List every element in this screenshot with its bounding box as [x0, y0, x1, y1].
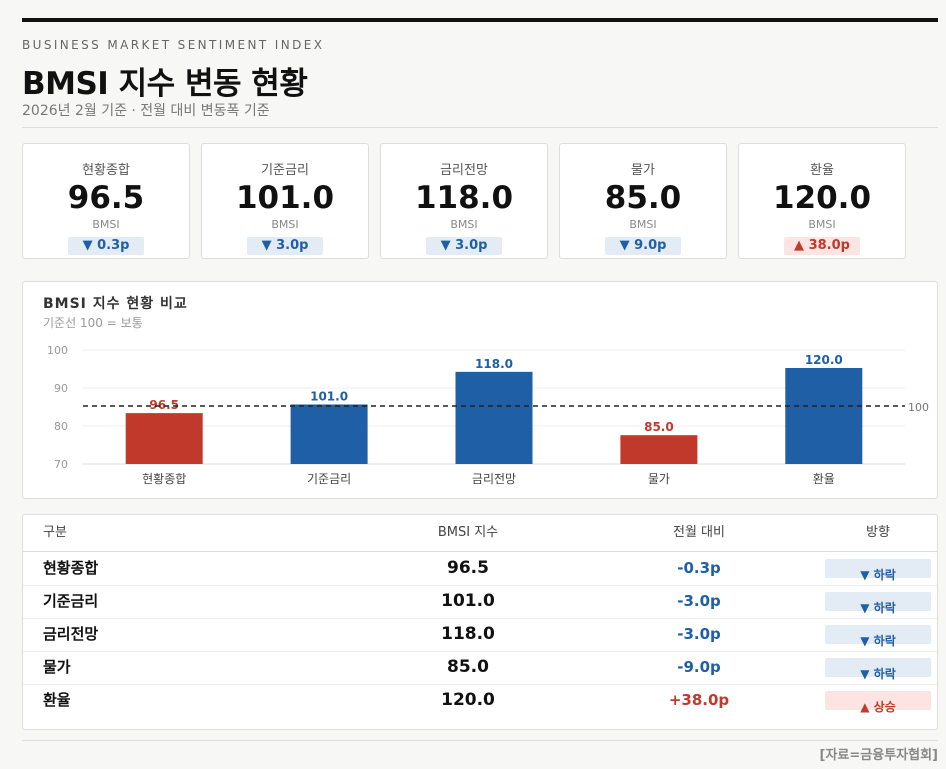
table-row: 현황종합 96.5 -0.3p ▼ 하락 [23, 552, 937, 586]
bar [455, 371, 533, 464]
header-direction: 방향 [866, 525, 890, 540]
data-label: 118.0 [475, 357, 513, 371]
card-prices: 물가 85.0 BMSI ▼ 9.0p [559, 143, 727, 259]
direction-badge: ▲ 상승 [825, 691, 931, 714]
card-change-badge: ▼ 9.0p [605, 237, 681, 255]
y-tick-label: 90 [54, 382, 68, 395]
row-direction: ▼ 하락 [824, 651, 932, 689]
row-name: 물가 [43, 658, 71, 676]
card-value: 96.5 [67, 180, 145, 216]
data-label: 101.0 [310, 389, 348, 403]
card-base-rate: 기준금리 101.0 BMSI ▼ 3.0p [201, 143, 369, 259]
reference-label: 100 [908, 401, 929, 414]
bar-chart: 70 80 90 100 96.5 현황종합 101.0 기준금리 118.0 금리전망 85.0 물… [47, 344, 929, 486]
data-label: 120.0 [805, 353, 843, 367]
row-direction: ▼ 하락 [824, 552, 932, 590]
row-name: 금리전망 [43, 625, 99, 643]
card-unit: BMSI [92, 218, 120, 231]
direction-badge: ▼ 하락 [825, 658, 931, 681]
card-value: 120.0 [772, 180, 872, 216]
bar [290, 404, 368, 464]
data-table: 구분 BMSI 지수 전월 대비 방향 현황종합 96.5 -0.3p ▼ 하락… [22, 514, 938, 730]
x-tick-label: 환율 [813, 472, 835, 486]
row-value: 96.5 [447, 558, 489, 578]
direction-badge: ▼ 하락 [825, 559, 931, 582]
card-unit: BMSI [808, 218, 836, 231]
row-direction: ▲ 상승 [824, 684, 932, 722]
card-change-badge: ▲ 38.0p [784, 237, 860, 255]
card-label: 환율 [810, 163, 834, 178]
table-row: 환율 120.0 +38.0p ▲ 상승 [23, 684, 937, 717]
card-label: 물가 [631, 163, 655, 178]
direction-badge: ▼ 하락 [825, 625, 931, 648]
row-change: +38.0p [668, 691, 730, 709]
y-tick-label: 70 [54, 458, 68, 471]
x-tick-label: 현황종합 [142, 472, 186, 486]
direction-badge: ▼ 하락 [825, 592, 931, 615]
card-change-badge: ▼ 0.3p [68, 237, 144, 255]
row-name: 기준금리 [43, 592, 99, 610]
table-row: 금리전망 118.0 -3.0p ▼ 하락 [23, 618, 937, 652]
table-header: 구분 BMSI 지수 전월 대비 방향 [23, 515, 937, 552]
bar [785, 368, 863, 464]
table-row: 물가 85.0 -9.0p ▼ 하락 [23, 651, 937, 685]
card-exchange-rate: 환율 120.0 BMSI ▲ 38.0p [738, 143, 906, 259]
x-tick-label: 기준금리 [307, 472, 351, 486]
card-value: 101.0 [235, 180, 335, 216]
card-overall: 현황종합 96.5 BMSI ▼ 0.3p [22, 143, 190, 259]
top-rule [22, 18, 938, 22]
page-subtitle: 2026년 2월 기준 · 전월 대비 변동폭 기준 [22, 103, 270, 119]
y-tick-label: 80 [54, 420, 68, 433]
card-unit: BMSI [450, 218, 478, 231]
card-change-badge: ▼ 3.0p [426, 237, 502, 255]
row-change: -3.0p [677, 592, 721, 610]
chart-title: BMSI 지수 현황 비교 [43, 296, 188, 312]
card-unit: BMSI [271, 218, 299, 231]
y-tick-label: 100 [47, 344, 68, 357]
card-value: 118.0 [414, 180, 514, 216]
x-tick-label: 물가 [648, 472, 670, 486]
card-label: 기준금리 [261, 163, 309, 178]
row-change: -3.0p [677, 625, 721, 643]
card-change-badge: ▼ 3.0p [247, 237, 323, 255]
table-row: 기준금리 101.0 -3.0p ▼ 하락 [23, 585, 937, 619]
bar [125, 413, 203, 464]
chart-subtitle: 기준선 100 = 보통 [43, 316, 143, 330]
bar [620, 435, 698, 464]
row-change: -0.3p [677, 559, 721, 577]
header-change: 전월 대비 [673, 525, 725, 540]
card-rate-outlook: 금리전망 118.0 BMSI ▼ 3.0p [380, 143, 548, 259]
header-name: 구분 [43, 525, 67, 540]
row-direction: ▼ 하락 [824, 585, 932, 623]
row-value: 85.0 [447, 657, 489, 677]
data-label: 85.0 [644, 420, 674, 434]
card-label: 금리전망 [440, 163, 488, 178]
card-label: 현황종합 [82, 163, 130, 178]
row-direction: ▼ 하락 [824, 618, 932, 656]
card-value: 85.0 [604, 180, 682, 216]
row-change: -9.0p [677, 658, 721, 676]
header-value: BMSI 지수 [437, 525, 499, 540]
chart-panel: BMSI 지수 현황 비교 기준선 100 = 보통 70 80 90 100 96.5… [22, 281, 938, 499]
data-label: 96.5 [149, 398, 179, 412]
source-note: [자료=금융투자협회] [819, 748, 938, 763]
header-divider [22, 127, 938, 128]
row-value: 118.0 [441, 624, 495, 644]
card-unit: BMSI [629, 218, 657, 231]
row-value: 101.0 [441, 591, 495, 611]
eyebrow-text: BUSINESS MARKET SENTIMENT INDEX [22, 38, 325, 52]
row-name: 현황종합 [43, 559, 99, 577]
footer-divider [22, 740, 938, 741]
page-title: BMSI 지수 변동 현황 [22, 66, 308, 102]
x-tick-label: 금리전망 [472, 472, 516, 486]
row-name: 환율 [43, 691, 71, 709]
row-value: 120.0 [441, 690, 495, 710]
